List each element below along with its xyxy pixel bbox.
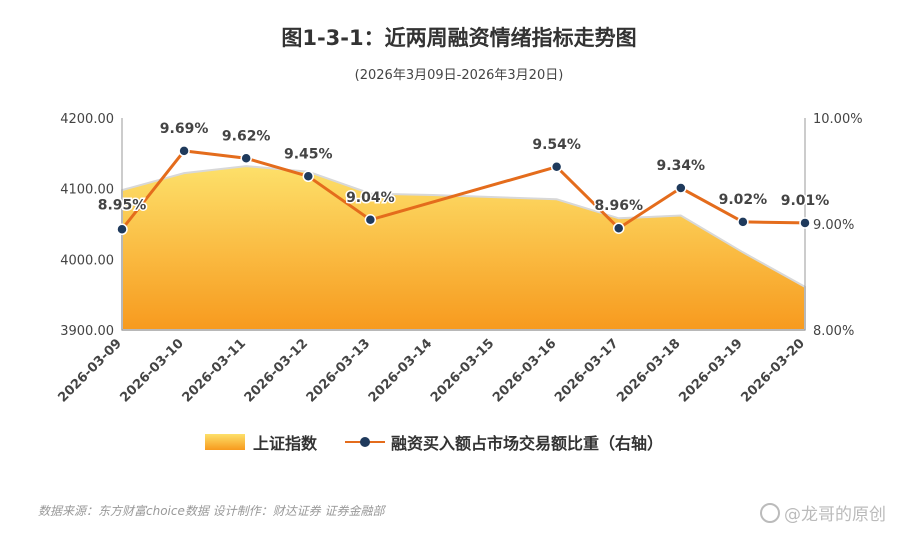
data-label: 9.62%	[222, 128, 271, 144]
line-marker	[675, 182, 687, 194]
chart-title: 图1-3-1：近两周融资情绪指标走势图	[281, 26, 637, 50]
line-marker	[799, 217, 811, 229]
line-marker	[612, 222, 625, 234]
line-marker	[116, 223, 128, 236]
right-tick-label: 8.00%	[813, 324, 854, 339]
legend-line-label: 融资买入额占市场交易额比重（右轴）	[391, 434, 664, 453]
x-tick-label: 2026-03-09	[55, 336, 124, 405]
watermark-text: @龙哥的原创	[784, 505, 886, 525]
left-tick-label: 4100.00	[60, 183, 114, 198]
x-tick-label: 2026-03-11	[180, 336, 249, 405]
data-label: 9.45%	[284, 146, 333, 162]
x-tick-label: 2026-03-12	[242, 336, 311, 405]
weibo-logo-icon	[760, 502, 780, 523]
line-marker	[550, 161, 563, 173]
legend-area-label: 上证指数	[253, 434, 318, 453]
x-tick-label: 2026-03-15	[428, 336, 497, 405]
area-series-shanghai-index	[121, 165, 806, 331]
x-tick-label: 2026-03-19	[676, 336, 745, 405]
line-marker	[737, 216, 749, 228]
data-label: 9.02%	[719, 192, 768, 208]
left-tick-label: 3900.00	[60, 324, 114, 339]
x-tick-label: 2026-03-20	[738, 336, 807, 405]
legend-line-swatch	[345, 434, 386, 450]
data-source-note: 数据来源：东方财富choice数据 设计制作：财达证券 证券金融部	[38, 504, 385, 518]
data-label: 8.95%	[98, 197, 147, 213]
x-tick-label: 2026-03-14	[366, 336, 435, 405]
chart: 4200.00 4100.00 4000.00 3900.00 10.00% 9.00% 8…	[55, 112, 863, 406]
x-tick-label: 2026-03-17	[552, 336, 621, 405]
data-label: 8.96%	[594, 198, 643, 214]
data-label: 9.54%	[532, 137, 581, 153]
line-marker	[240, 152, 252, 165]
right-tick-label: 9.00%	[813, 218, 854, 233]
data-label: 9.01%	[781, 193, 830, 209]
line-marker	[178, 145, 190, 157]
left-tick-label: 4200.00	[60, 112, 114, 127]
legend-area-swatch	[205, 434, 245, 450]
watermark: @龙哥的原创	[760, 500, 886, 525]
x-tick-label: 2026-03-18	[614, 336, 683, 405]
data-label: 9.34%	[657, 158, 706, 174]
line-marker	[364, 214, 377, 226]
left-tick-label: 4000.00	[60, 253, 114, 268]
legend: 上证指数 融资买入额占市场交易额比重（右轴）	[205, 430, 663, 454]
data-label: 9.69%	[160, 121, 209, 137]
right-tick-label: 10.00%	[813, 112, 863, 127]
line-marker	[302, 170, 315, 183]
line-series-margin-ratio	[120, 149, 806, 231]
x-tick-label: 2026-03-13	[304, 336, 373, 405]
x-tick-label: 2026-03-16	[490, 336, 559, 405]
chart-subtitle: (2026年3月09日-2026年3月20日)	[354, 68, 564, 83]
data-label: 9.04%	[346, 190, 395, 206]
x-tick-label: 2026-03-10	[118, 336, 187, 405]
